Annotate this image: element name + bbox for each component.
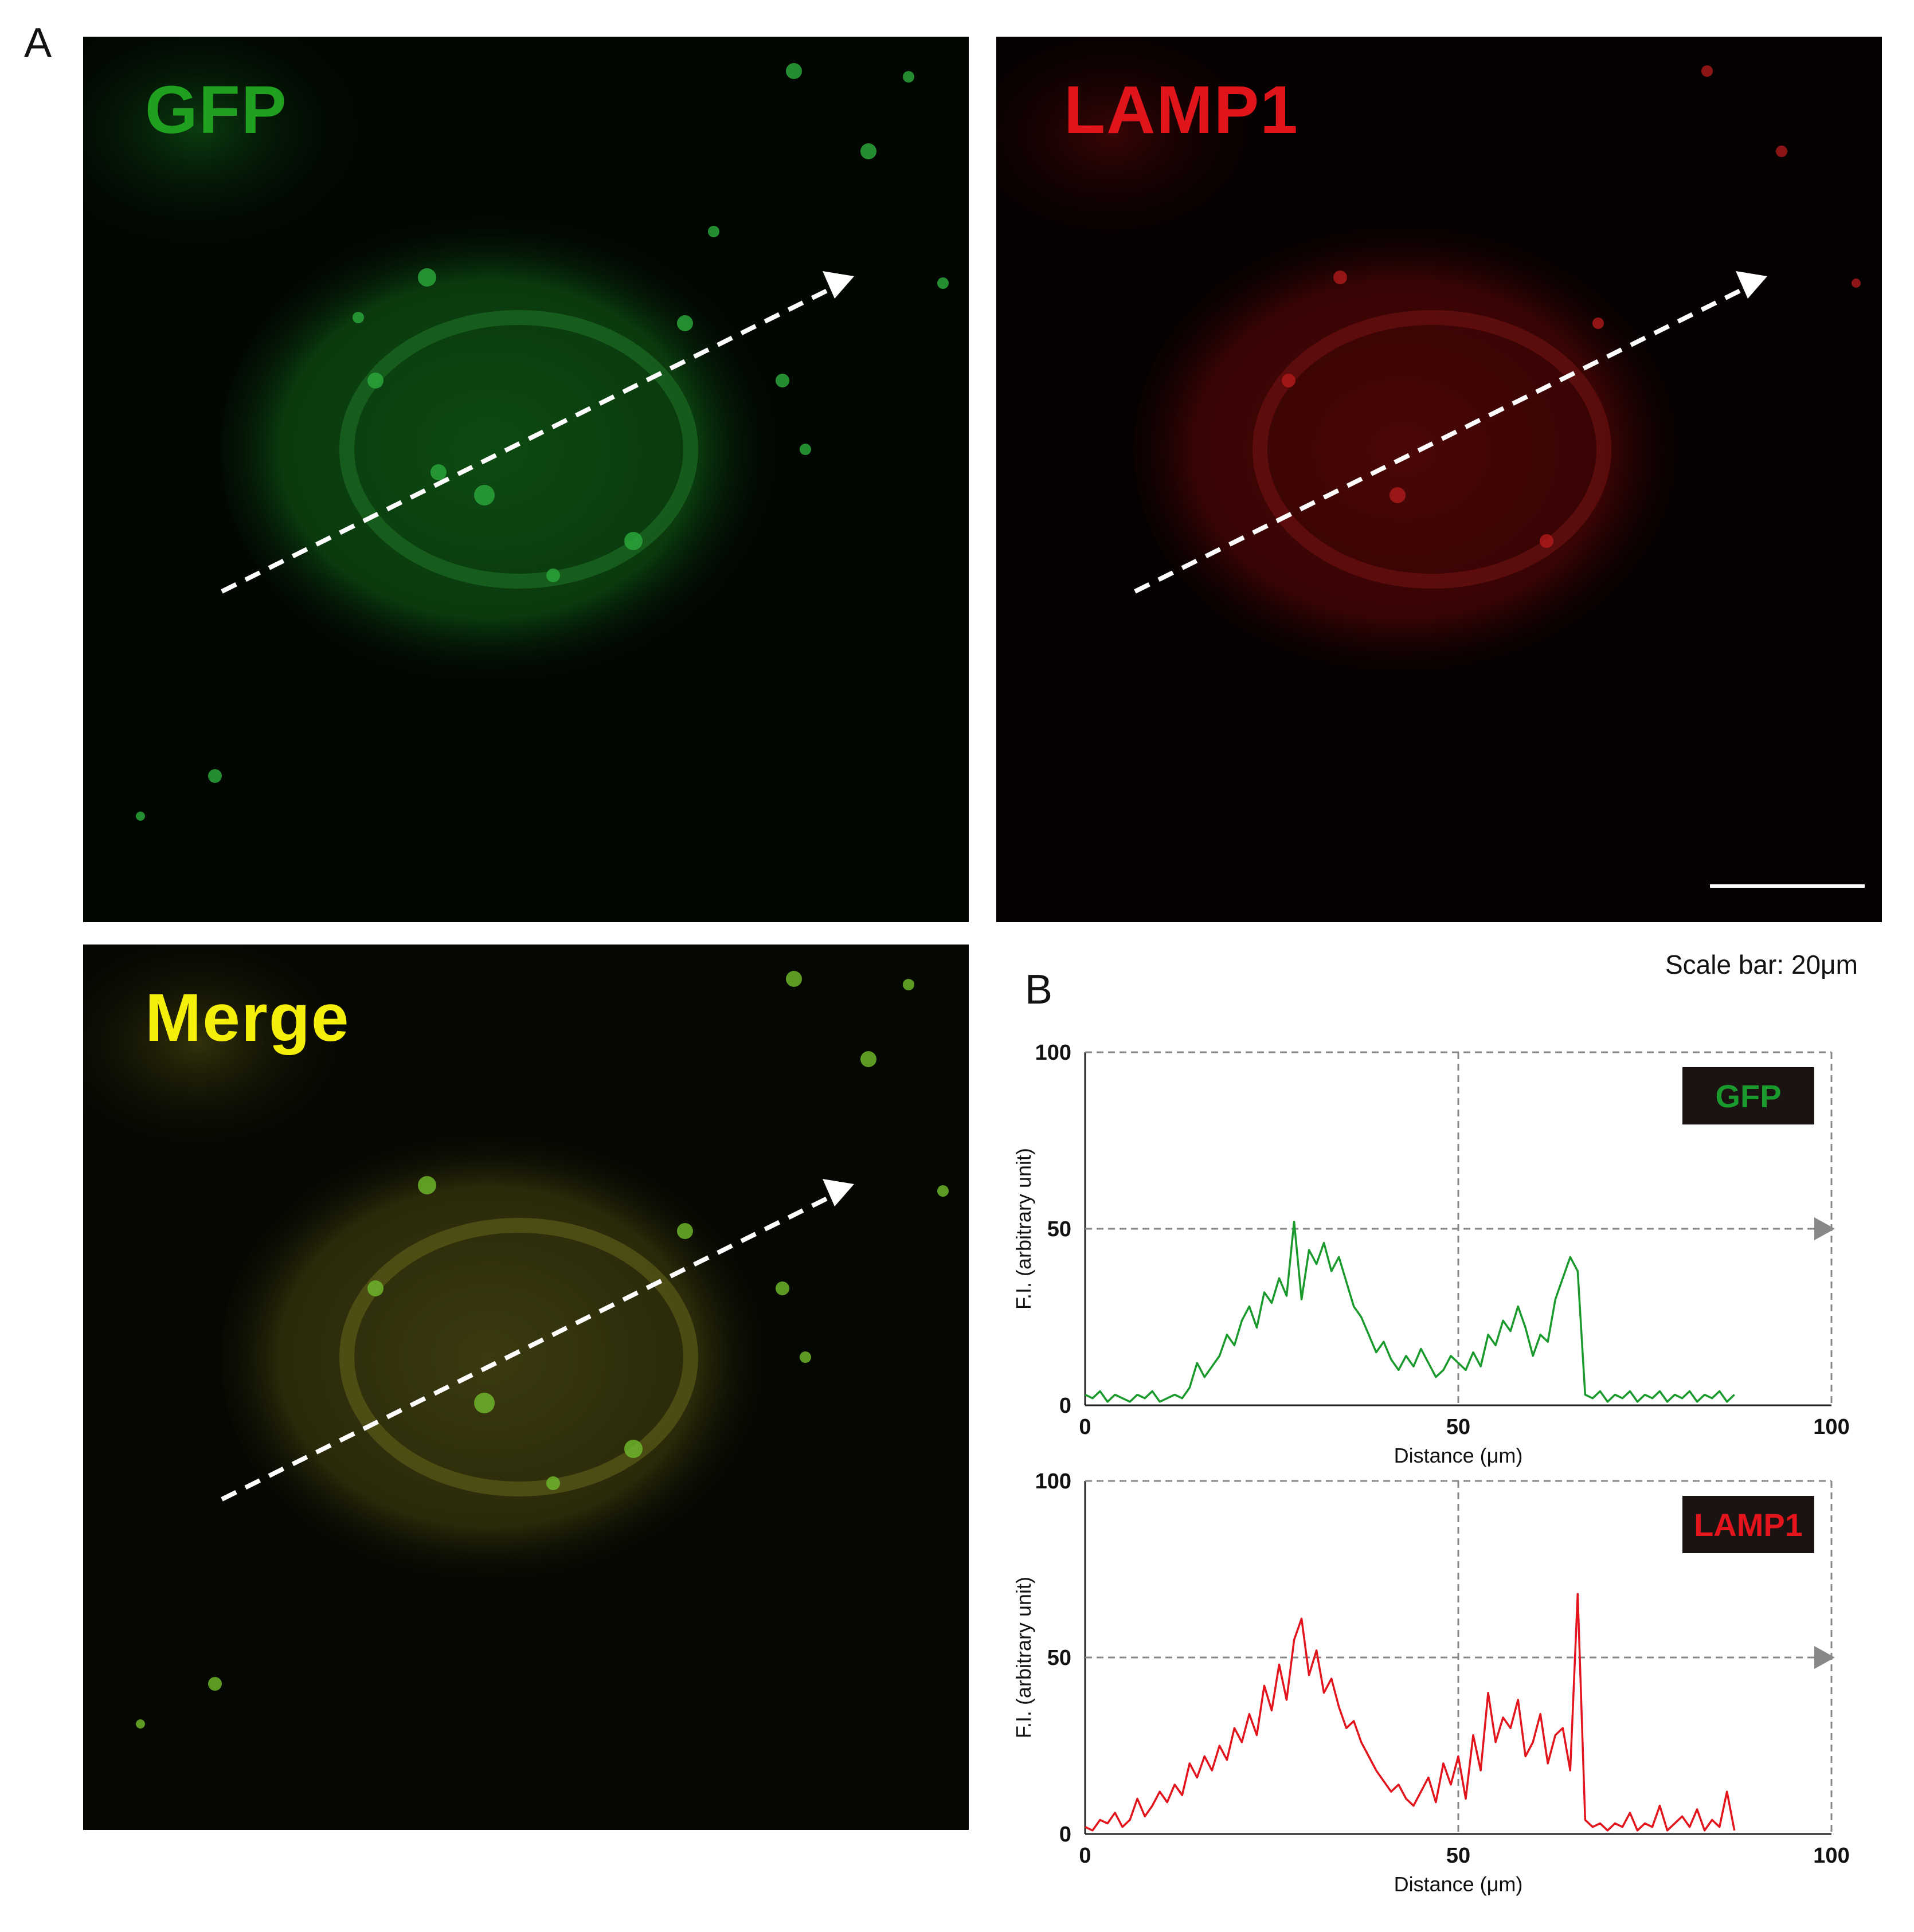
legend-label: LAMP1 (1694, 1507, 1803, 1543)
panel-label-b: B (1025, 967, 1053, 1013)
y-axis-label: F.I. (arbitrary unit) (1012, 1148, 1035, 1310)
y-tick-label: 50 (1047, 1217, 1071, 1241)
x-tick-label: 50 (1446, 1415, 1470, 1439)
y-tick-label: 0 (1059, 1823, 1071, 1847)
threshold-arrow-icon (1814, 1217, 1835, 1240)
merge-channel-label: Merge (145, 980, 350, 1056)
merge-image: Merge (83, 945, 969, 1830)
x-tick-label: 100 (1813, 1844, 1849, 1868)
y-tick-label: 100 (1035, 1041, 1071, 1065)
legend-box (1682, 1496, 1814, 1553)
threshold-arrow-icon (1814, 1646, 1835, 1669)
intensity-line (1085, 1220, 1735, 1403)
gfp-image: GFP (83, 37, 969, 922)
legend-box (1682, 1067, 1814, 1124)
x-tick-label: 0 (1079, 1844, 1091, 1868)
y-tick-label: 0 (1059, 1394, 1071, 1418)
x-tick-label: 50 (1446, 1844, 1470, 1868)
panel-label-a: A (24, 20, 52, 66)
intensity-line (1085, 1593, 1736, 1832)
lamp1-intensity-plot: 0 50 100 0 50 100 Distance (μm) F.I. (arbitrary… (997, 1460, 1892, 1919)
x-axis-label: Distance (μm) (1394, 1872, 1523, 1896)
x-axis-label: Distance (μm) (1394, 1444, 1523, 1467)
x-tick-label: 0 (1079, 1415, 1091, 1439)
y-tick-label: 50 (1047, 1646, 1071, 1670)
x-tick-label: 100 (1813, 1415, 1849, 1439)
scale-bar-caption: Scale bar: 20μm (1665, 950, 1858, 979)
legend-label: GFP (1715, 1078, 1781, 1114)
y-axis-label: F.I. (arbitrary unit) (1012, 1577, 1035, 1738)
gfp-intensity-plot: 0 50 100 0 50 100 Distance (μm) F.I. (arbitrary… (997, 1032, 1892, 1479)
y-tick-label: 100 (1035, 1469, 1071, 1494)
gfp-channel-label: GFP (145, 72, 288, 148)
lamp1-channel-label: LAMP1 (1064, 72, 1299, 148)
lamp1-image: LAMP1 (996, 37, 1882, 922)
